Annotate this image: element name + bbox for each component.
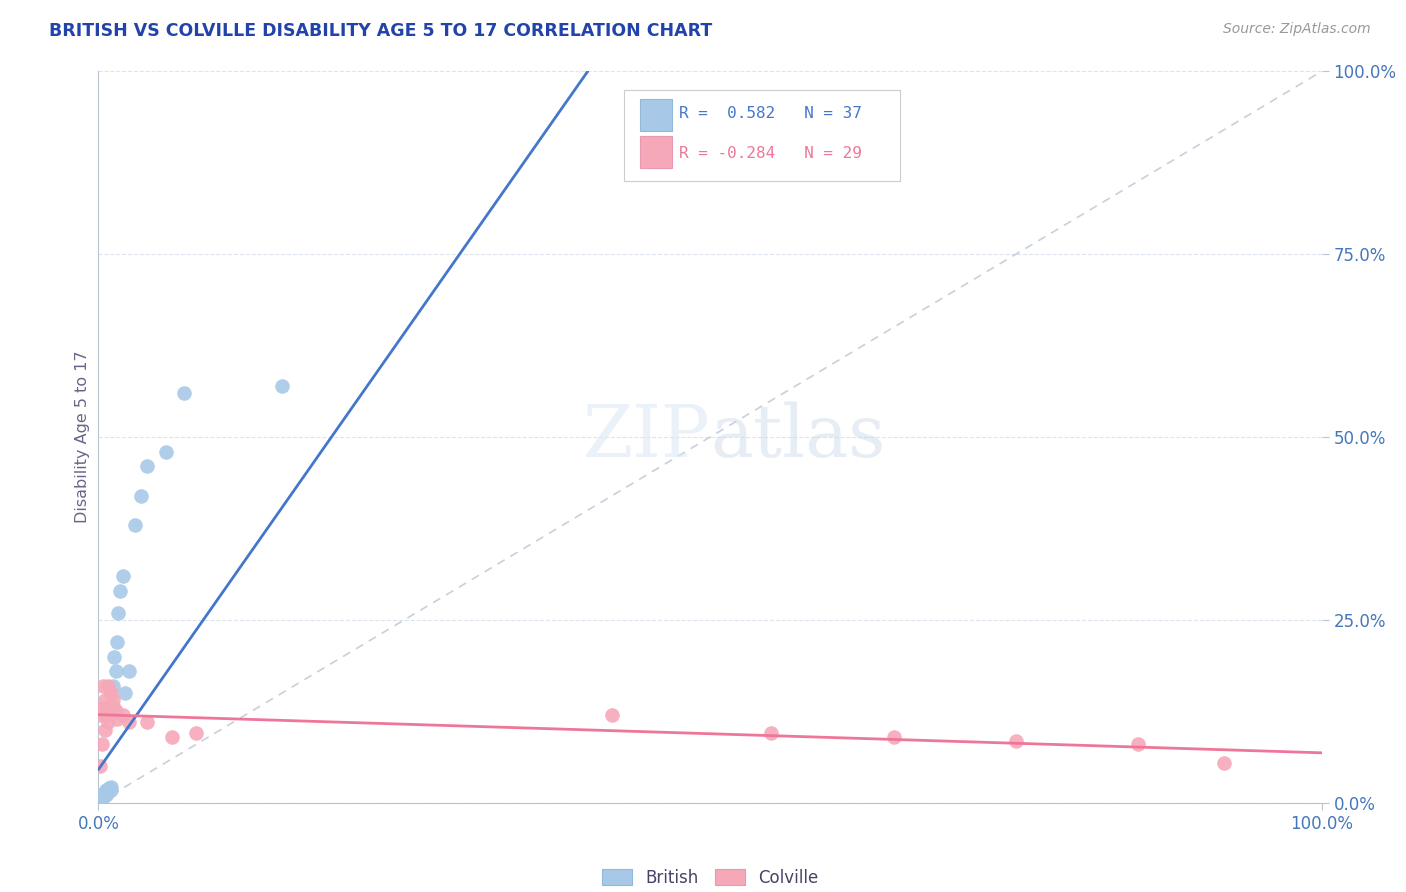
Point: [89, 759, 111, 773]
Text: ZIP: ZIP: [582, 401, 710, 473]
Point: [100, 782, 122, 797]
Point: [93, 723, 115, 737]
Point: [90, 708, 112, 723]
Point: [173, 386, 195, 401]
Point: [761, 726, 783, 740]
Point: [90, 790, 112, 805]
Point: [155, 444, 177, 458]
Point: [118, 715, 141, 730]
Text: atlas: atlas: [710, 401, 886, 473]
Point: [136, 459, 159, 474]
Point: [124, 517, 146, 532]
Point: [103, 649, 125, 664]
Text: Source: ZipAtlas.com: Source: ZipAtlas.com: [1223, 22, 1371, 37]
Point: [94, 786, 117, 800]
Point: [110, 583, 132, 598]
Point: [91, 700, 114, 714]
Point: [97, 785, 120, 799]
Point: [98, 781, 121, 796]
Point: [93, 785, 115, 799]
Text: R = -0.284   N = 29: R = -0.284 N = 29: [679, 145, 862, 161]
Point: [91, 789, 114, 803]
Point: [111, 708, 134, 723]
Point: [104, 705, 127, 719]
Point: [91, 789, 114, 804]
Point: [98, 708, 121, 723]
Text: R =  0.582   N = 37: R = 0.582 N = 37: [679, 105, 862, 120]
Point: [270, 379, 294, 393]
Point: [186, 726, 208, 740]
Point: [90, 792, 112, 806]
FancyBboxPatch shape: [624, 90, 900, 181]
Point: [93, 789, 115, 803]
Point: [96, 786, 118, 800]
Point: [136, 715, 159, 730]
Point: [101, 700, 124, 714]
Point: [97, 782, 120, 797]
Point: [97, 715, 120, 730]
FancyBboxPatch shape: [640, 136, 672, 168]
Point: [94, 789, 117, 803]
Point: [1212, 756, 1234, 770]
Point: [101, 700, 124, 714]
Point: [160, 730, 183, 744]
Point: [94, 782, 117, 797]
Point: [93, 787, 115, 801]
Point: [1128, 737, 1150, 751]
Point: [101, 679, 124, 693]
FancyBboxPatch shape: [640, 99, 672, 131]
Point: [91, 791, 114, 805]
Legend: British, Colville: British, Colville: [595, 863, 825, 892]
Point: [91, 787, 114, 801]
Point: [89, 792, 111, 806]
Point: [105, 712, 128, 726]
Point: [105, 635, 128, 649]
Point: [103, 700, 125, 714]
Point: [107, 606, 129, 620]
Point: [96, 784, 118, 798]
Point: [94, 708, 117, 723]
Point: [93, 693, 115, 707]
Point: [104, 664, 127, 678]
Point: [883, 730, 905, 744]
Point: [111, 569, 134, 583]
Y-axis label: Disability Age 5 to 17: Disability Age 5 to 17: [75, 351, 90, 524]
Point: [100, 780, 122, 794]
Point: [101, 693, 124, 707]
Point: [118, 664, 141, 678]
Point: [1004, 733, 1026, 747]
Point: [100, 686, 122, 700]
Point: [91, 737, 114, 751]
Point: [97, 679, 120, 693]
Point: [91, 679, 114, 693]
Point: [600, 708, 623, 723]
Text: BRITISH VS COLVILLE DISABILITY AGE 5 TO 17 CORRELATION CHART: BRITISH VS COLVILLE DISABILITY AGE 5 TO …: [49, 22, 713, 40]
Point: [91, 789, 114, 804]
Point: [114, 686, 136, 700]
Point: [96, 700, 118, 714]
Point: [129, 489, 152, 503]
